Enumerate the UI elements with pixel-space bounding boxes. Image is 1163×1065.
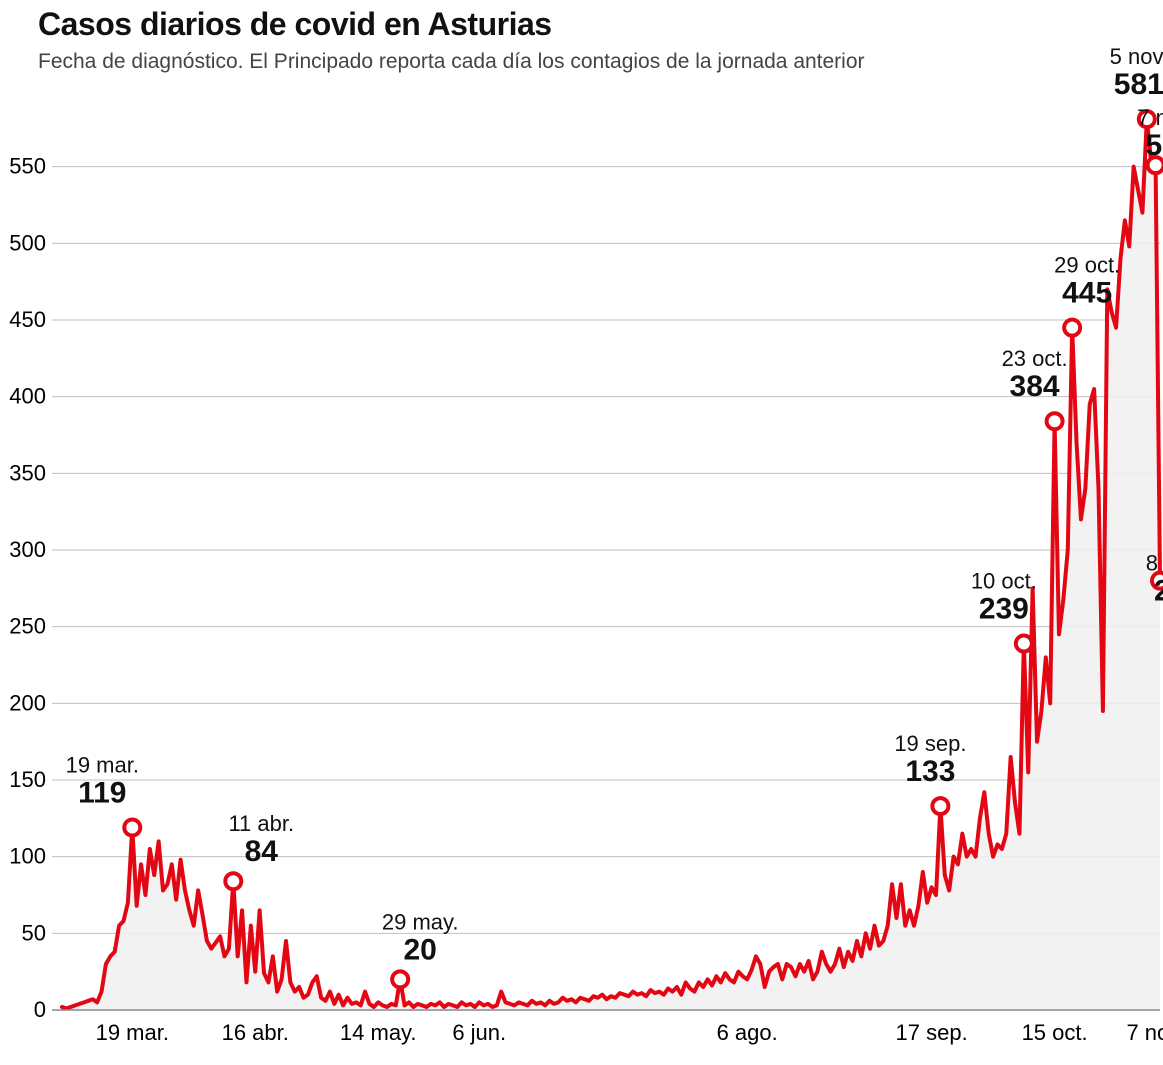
annotation-date: 7 nov. <box>1137 105 1163 130</box>
y-tick-label: 250 <box>9 614 46 639</box>
y-tick-label: 300 <box>9 537 46 562</box>
data-marker <box>1016 636 1032 652</box>
annotation-value: 551 <box>1146 129 1163 162</box>
y-tick-label: 400 <box>9 384 46 409</box>
annotation-value: 133 <box>905 755 955 788</box>
data-marker <box>225 873 241 889</box>
chart-canvas: 0 50 100 150 200 250 300 350 400 450 500 550 19 mar.… <box>0 0 1163 1065</box>
y-tick-label: 500 <box>9 230 46 255</box>
annotation-date: 29 oct. <box>1054 253 1120 278</box>
y-tick-label: 0 <box>34 997 46 1022</box>
x-tick-label: 16 abr. <box>222 1020 289 1045</box>
annotation-value: 384 <box>1010 370 1060 403</box>
y-tick-label: 550 <box>9 154 46 179</box>
y-tick-label: 150 <box>9 767 46 792</box>
y-tick-label: 200 <box>9 690 46 715</box>
x-tick-label: 15 oct. <box>1022 1020 1088 1045</box>
data-marker <box>1064 320 1080 336</box>
annotation-date: 19 sep. <box>894 731 966 756</box>
y-tick-label: 100 <box>9 844 46 869</box>
y-tick-label: 350 <box>9 460 46 485</box>
annotation-date: 19 mar. <box>66 753 139 778</box>
annotation-value: 119 <box>78 777 126 810</box>
annotation-date: 5 nov. <box>1110 44 1163 69</box>
y-tick-label: 50 <box>22 920 46 945</box>
y-tick-label: 450 <box>9 307 46 332</box>
annotation-value: 445 <box>1062 277 1112 310</box>
x-tick-label: 14 may. <box>340 1020 417 1045</box>
x-tick-label: 19 mar. <box>96 1020 169 1045</box>
x-tick-label: 6 ago. <box>717 1020 778 1045</box>
data-marker <box>392 971 408 987</box>
annotation-date: 29 may. <box>382 909 459 934</box>
x-tick-label: 6 jun. <box>452 1020 506 1045</box>
annotation-value: 581 <box>1114 68 1163 101</box>
data-marker <box>124 820 140 836</box>
annotation-date: 11 abr. <box>228 811 294 836</box>
annotation-value: 239 <box>979 593 1029 626</box>
annotation-date: 10 oct. <box>971 569 1037 594</box>
x-tick-label: 7 nov. <box>1126 1020 1163 1045</box>
x-tick-label: 17 sep. <box>896 1020 968 1045</box>
data-marker <box>1047 413 1063 429</box>
data-marker <box>932 798 948 814</box>
annotation-value: 20 <box>403 933 436 966</box>
annotation-date: 8 nov. <box>1146 551 1163 576</box>
annotation-date: 23 oct. <box>1002 346 1068 371</box>
annotation-value: 280 <box>1154 575 1163 608</box>
annotation-value: 84 <box>245 835 279 868</box>
